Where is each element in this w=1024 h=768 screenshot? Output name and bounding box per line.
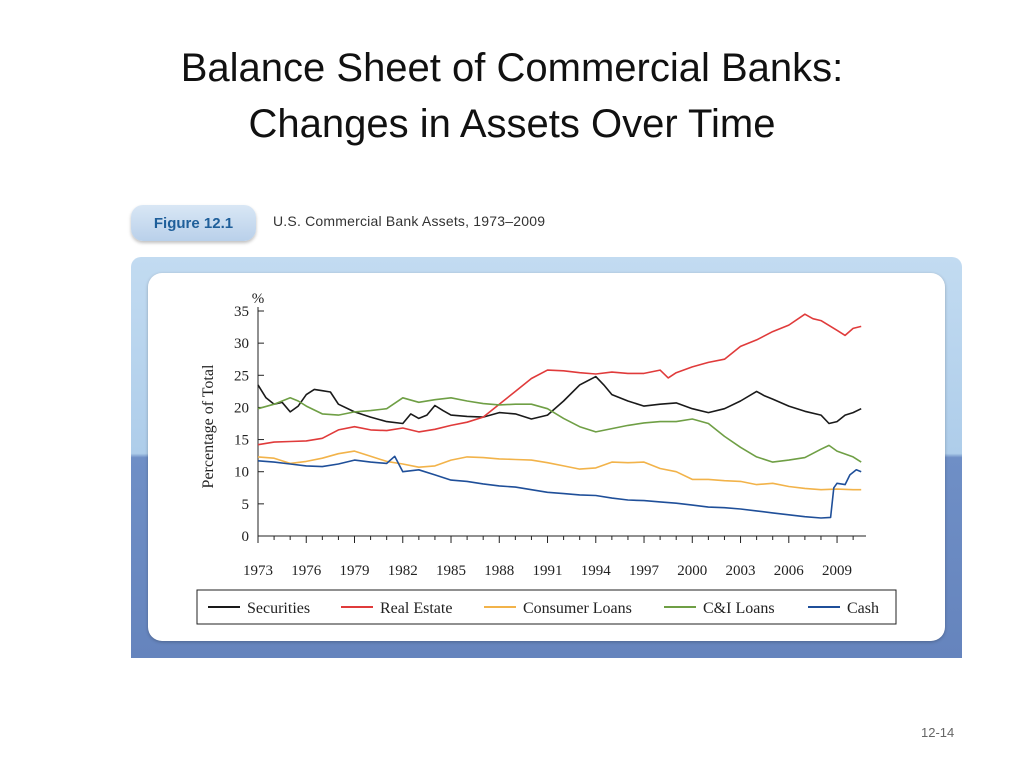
y-axis-label: Percentage of Total <box>200 364 217 488</box>
y-tick-label: 25 <box>234 368 249 384</box>
series-line-cash <box>257 455 862 519</box>
x-tick-label: 2000 <box>677 563 707 579</box>
legend-label: Cash <box>847 600 879 617</box>
slide-title: Balance Sheet of Commercial Banks: Chang… <box>0 40 1024 152</box>
figure-card <box>148 273 945 641</box>
y-tick-label: 0 <box>242 529 250 545</box>
series-line-real-estate <box>257 313 862 446</box>
x-tick-label: 1991 <box>533 563 563 579</box>
y-tick-label: 30 <box>234 336 249 352</box>
x-tick-label: 2009 <box>822 563 852 579</box>
y-tick-label: 20 <box>234 400 249 416</box>
x-tick-label: 1982 <box>388 563 418 579</box>
legend-label: Securities <box>247 600 310 617</box>
slide-page-number: 12-14 <box>921 725 955 740</box>
x-tick-label: 1979 <box>340 563 370 579</box>
series-line-consumer-loans <box>257 450 862 491</box>
series-line-c-i-loans <box>257 397 862 463</box>
x-tick-label: 2006 <box>774 563 805 579</box>
x-tick-label: 1973 <box>243 563 273 579</box>
figure-badge: Figure 12.1 <box>131 205 256 241</box>
legend-box <box>196 589 897 625</box>
y-unit-label: % <box>252 291 265 307</box>
y-tick-label: 5 <box>242 497 250 513</box>
x-tick-label: 1976 <box>291 563 322 579</box>
x-tick-label: 1997 <box>629 563 660 579</box>
figure-caption: U.S. Commercial Bank Assets, 1973–2009 <box>273 213 546 229</box>
legend-label: C&I Loans <box>703 600 775 617</box>
slide-title-line2: Changes in Assets Over Time <box>248 102 776 146</box>
slide-title-line1: Balance Sheet of Commercial Banks: <box>180 46 844 90</box>
x-tick-label: 1985 <box>436 563 466 579</box>
x-tick-label: 1988 <box>484 563 514 579</box>
y-tick-label: 35 <box>234 304 249 320</box>
y-tick-label: 10 <box>234 465 249 481</box>
legend-label: Real Estate <box>380 600 452 617</box>
x-tick-label: 1994 <box>581 563 612 579</box>
legend-label: Consumer Loans <box>523 600 632 617</box>
y-tick-label: 15 <box>234 433 249 449</box>
series-line-securities <box>257 375 862 425</box>
x-tick-label: 2003 <box>726 563 756 579</box>
